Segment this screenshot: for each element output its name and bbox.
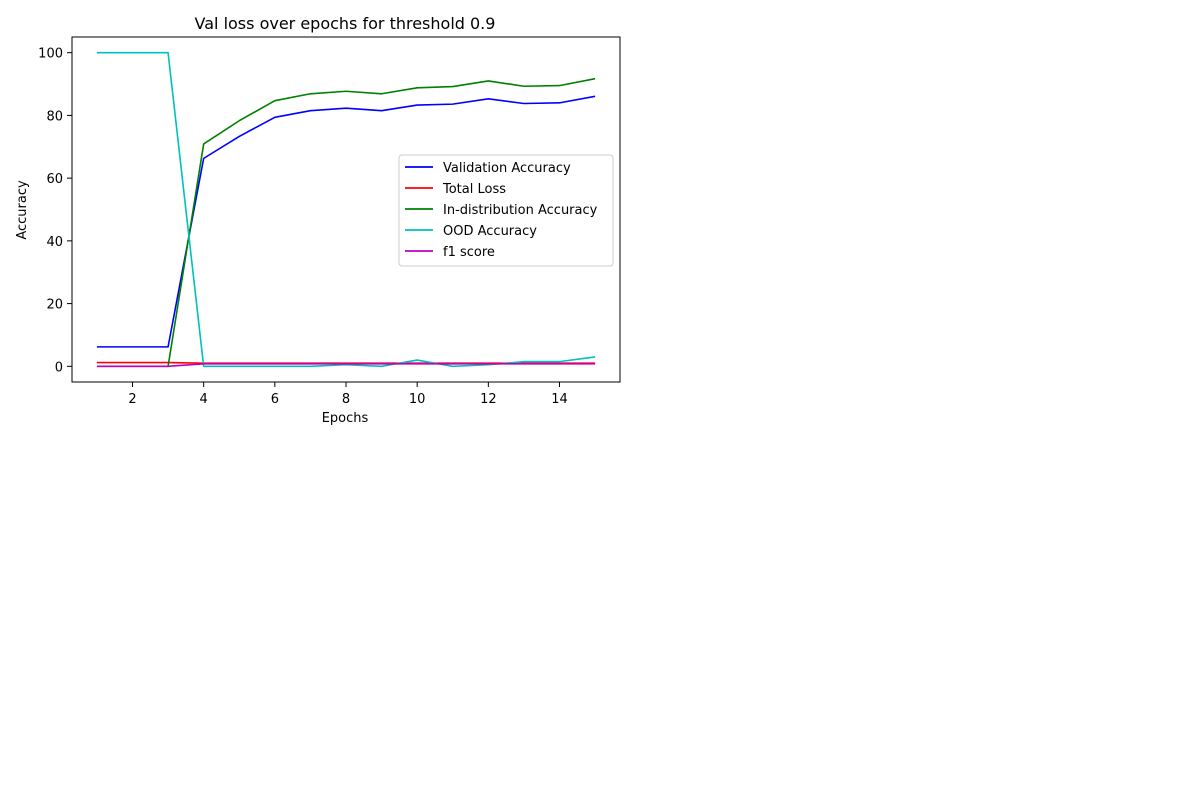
y-tick-label: 20 — [46, 298, 63, 313]
legend: Validation Accuracy Total Loss In-distribu… — [398, 154, 614, 267]
y-tick-label: 100 — [38, 47, 63, 62]
y-axis-label: Accuracy — [15, 180, 30, 240]
x-tick-label: 12 — [480, 392, 497, 407]
series-line-in-distribution-accuracy — [96, 77, 596, 368]
x-tick-label: 8 — [342, 392, 350, 407]
x-axis: 2 4 6 8 10 12 14 — [128, 382, 568, 407]
chart-title: Val loss over epochs for threshold 0.9 — [195, 14, 496, 33]
series-line-f1-score — [96, 363, 596, 368]
legend-entry: f1 score — [443, 245, 495, 260]
x-tick-label: 4 — [200, 392, 208, 407]
y-tick-label: 60 — [46, 172, 63, 187]
x-axis-label: Epochs — [322, 411, 369, 426]
legend-box — [398, 154, 614, 267]
y-tick-label: 80 — [46, 109, 63, 124]
legend-entry: OOD Accuracy — [443, 224, 537, 239]
legend-entry: Total Loss — [442, 182, 506, 197]
x-tick-label: 14 — [551, 392, 568, 407]
legend-entry: Validation Accuracy — [443, 161, 571, 176]
series-line-validation-accuracy — [96, 95, 596, 348]
x-tick-label: 10 — [409, 392, 426, 407]
y-tick-label: 0 — [55, 360, 63, 375]
x-tick-label: 6 — [271, 392, 279, 407]
series-line-ood-accuracy — [96, 51, 596, 368]
x-tick-label: 2 — [128, 392, 136, 407]
series-layer — [96, 51, 596, 368]
y-tick-label: 40 — [46, 235, 63, 250]
y-axis: 0 20 40 60 80 100 — [38, 47, 72, 375]
legend-entry: In-distribution Accuracy — [443, 203, 598, 218]
